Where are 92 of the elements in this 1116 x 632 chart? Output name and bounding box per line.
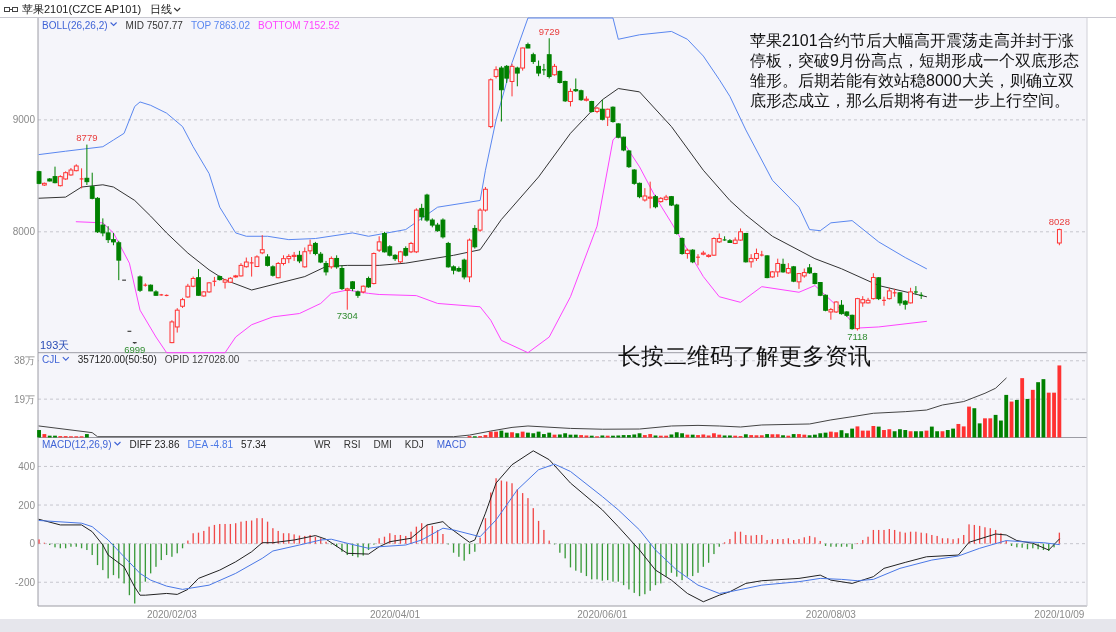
- bar: [584, 435, 589, 438]
- y-tick-label: 400: [18, 460, 36, 472]
- y-tick-label: 8000: [12, 226, 36, 238]
- annotation: KDJ: [404, 439, 424, 450]
- bar: [775, 434, 780, 438]
- candlestick: [196, 268, 201, 297]
- candlestick: [546, 37, 552, 79]
- y-tick-label: 200: [18, 499, 36, 511]
- candlestick: [472, 224, 478, 250]
- bar: [690, 434, 695, 438]
- bar: [722, 435, 727, 438]
- chart-subtitle: 日线: [150, 3, 173, 15]
- x-tick-label: 2020/02/03: [146, 608, 198, 620]
- bar: [653, 435, 658, 438]
- bar: [1036, 382, 1041, 438]
- legend-label: BOTTOM 7152.52: [258, 19, 340, 31]
- candlestick: [876, 276, 882, 301]
- bar: [749, 435, 754, 438]
- legend-title: BOLL(26,26,2): [42, 19, 108, 31]
- bar: [685, 434, 690, 438]
- annotation: 长按二维码了解更多资讯: [618, 343, 871, 369]
- candlestick: [302, 246, 308, 269]
- line-series: [38, 377, 1007, 438]
- annotation: DMI: [373, 439, 392, 450]
- bar: [579, 435, 584, 438]
- x-tick-label: 2020/08/03: [805, 608, 857, 620]
- y-tick-label: 19万: [13, 393, 35, 405]
- candlestick: [307, 239, 313, 255]
- annotation: 7304: [336, 310, 358, 322]
- bar: [781, 435, 785, 438]
- annotation: 193天: [40, 338, 70, 351]
- annotation: 8779: [76, 132, 98, 144]
- bar: [765, 434, 770, 438]
- annotation: 8028: [1048, 216, 1070, 228]
- legend-title: MACD(12,26,9): [42, 439, 112, 450]
- bar: [669, 434, 674, 438]
- bar: [791, 434, 796, 438]
- bar: [977, 423, 982, 438]
- bar: [727, 435, 732, 438]
- annotation: 苹果2101合约节后大幅高开震荡走高并封于涨停板，突破9月份高点，短期形成一个双底形态雏形。后期若能有效站稳8000大关，则确立双底形态成立，那么后期将有进一步上行空间。: [750, 32, 1079, 109]
- bar: [956, 423, 961, 438]
- bar: [499, 430, 504, 438]
- legend-title: CJL: [42, 354, 60, 366]
- annotation: 57.34: [241, 439, 267, 450]
- bar: [759, 435, 764, 438]
- bar: [1020, 378, 1025, 438]
- bar: [637, 433, 642, 438]
- bar: [743, 434, 748, 438]
- bar: [37, 430, 41, 438]
- candlestick: [339, 264, 345, 291]
- candlestick: [520, 47, 526, 72]
- annotation: WR: [314, 439, 331, 450]
- legend-label: DEA -4.81: [187, 439, 234, 450]
- bar: [520, 431, 525, 438]
- x-tick-label: 2020/10/09: [1034, 608, 1085, 620]
- legend-label: OPID 127028.00: [164, 354, 240, 366]
- bar: [1014, 399, 1019, 438]
- y-tick-label: -200: [14, 576, 36, 588]
- candlestick: [913, 285, 919, 295]
- y-tick-label: 0: [29, 538, 36, 550]
- bar: [510, 432, 514, 438]
- candlestick: [84, 144, 90, 186]
- bar: [600, 435, 605, 438]
- bar: [573, 434, 578, 438]
- bar: [483, 435, 488, 438]
- legend-label: TOP 7863.02: [190, 19, 250, 31]
- bar: [770, 434, 775, 438]
- annotation: 7118: [847, 331, 868, 343]
- legend-label: DIFF 23.86: [129, 439, 180, 450]
- annotation: 6999: [124, 344, 146, 356]
- bar: [972, 408, 977, 438]
- bar: [754, 435, 759, 438]
- bar: [84, 434, 89, 438]
- candlestick: [509, 63, 515, 97]
- bar: [515, 433, 520, 438]
- bar: [876, 426, 881, 438]
- x-tick-label: 2020/04/01: [370, 608, 421, 620]
- chart-title: 苹果2101(CZCE AP101): [22, 3, 142, 15]
- y-tick-label: 9000: [12, 114, 36, 126]
- candlestick: [79, 167, 85, 189]
- bar: [504, 432, 509, 438]
- annotation: RSI: [343, 439, 361, 450]
- legend-label: MID 7507.77: [125, 19, 183, 31]
- annotation: 357120.00(50:50): [77, 354, 157, 366]
- y-tick-label: 38万: [13, 355, 35, 367]
- annotation: MACD: [436, 439, 467, 450]
- candlestick: [870, 272, 876, 301]
- candlestick: [259, 234, 265, 255]
- bar: [42, 434, 47, 438]
- annotation: 9729: [538, 25, 560, 37]
- x-tick-label: 2020/06/01: [577, 608, 628, 620]
- bar: [1030, 389, 1035, 438]
